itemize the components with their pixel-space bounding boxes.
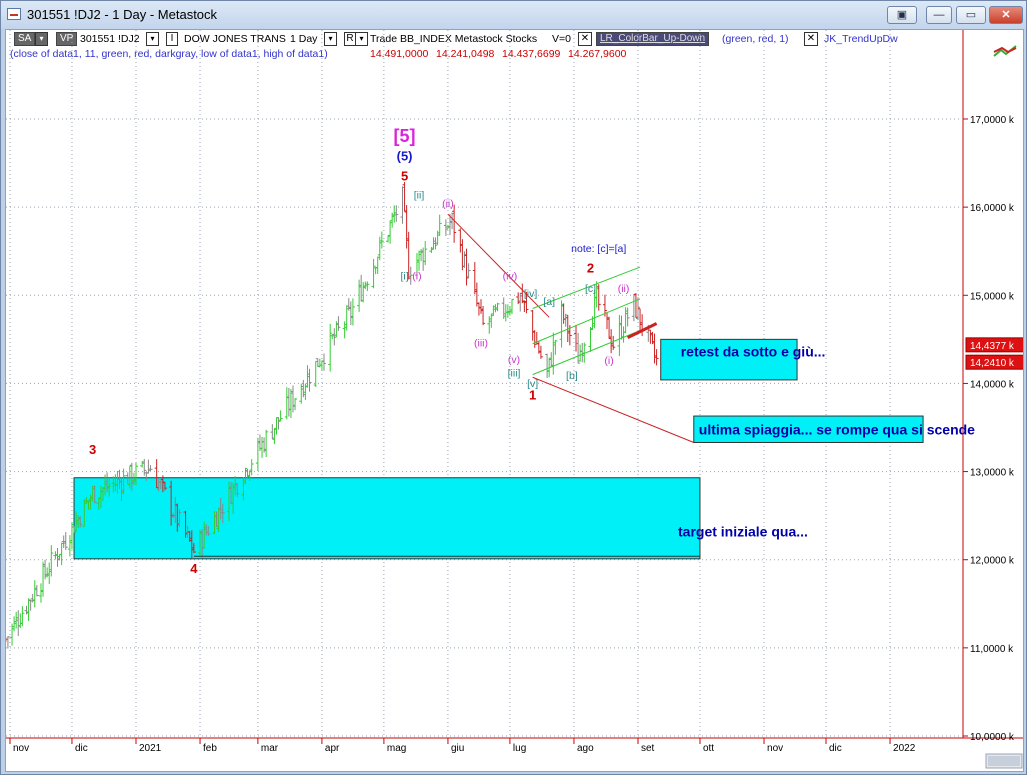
- x-tick-label: 2021: [139, 743, 162, 754]
- spiaggia-box: [693, 415, 924, 443]
- wave-label: [iv]: [524, 288, 538, 300]
- wave-label: [iii]: [508, 367, 521, 379]
- x-tick-label: dic: [829, 743, 842, 754]
- indicator1-toggle[interactable]: ✕: [578, 32, 592, 46]
- wave-label: (i): [604, 355, 613, 367]
- channel-mid: [532, 298, 641, 345]
- wave-label: 2: [587, 260, 594, 275]
- period-label: 1 Day: [290, 33, 318, 45]
- indicator2-name[interactable]: JK_TrendUpDw: [824, 33, 898, 45]
- wave-label: 5: [401, 169, 408, 184]
- wave-label: (ii): [442, 198, 454, 210]
- wave-label: (iv): [503, 270, 518, 282]
- indicator-value-4: 14.267,9600: [568, 48, 627, 60]
- spiaggia-box-label: ultima spiaggia... se rompe qua si scend…: [699, 421, 975, 437]
- wave-label: [a]: [543, 296, 555, 308]
- down-trendline-upper: [447, 213, 550, 318]
- draw-tool-icon[interactable]: [993, 45, 1017, 57]
- sa-dropdown[interactable]: ▾: [35, 32, 48, 46]
- y-tick-label: 17,0000 k: [970, 115, 1015, 126]
- minimize-button[interactable]: —: [926, 6, 952, 24]
- indicator1-params: (green, red, 1): [722, 33, 789, 45]
- scrollbar-thumb[interactable]: [988, 756, 1020, 766]
- x-tick-label: dic: [75, 743, 88, 754]
- x-tick-label: ott: [703, 743, 714, 754]
- y-tick-label: 16,0000 k: [970, 203, 1015, 214]
- wave-label: [i]: [400, 270, 408, 282]
- y-tick-label: 15,0000 k: [970, 291, 1015, 302]
- period-dropdown[interactable]: ▾: [324, 32, 337, 46]
- data-source: Trade BB_INDEX Metastock Stocks: [370, 33, 538, 45]
- wave-label: 3: [89, 442, 96, 457]
- y-tick-label: 13,0000 k: [970, 468, 1015, 479]
- chart-app-icon: [7, 8, 21, 20]
- y-tick-label: 10,0000 k: [970, 732, 1015, 743]
- indicator-value-1: 14.491,0000: [370, 48, 429, 60]
- wave-label: (iii): [474, 337, 488, 349]
- wave-label: [5]: [394, 126, 416, 146]
- wave-label: [v]: [527, 378, 538, 390]
- wave-label: (v): [508, 354, 520, 366]
- wave-label: [c]: [585, 283, 596, 295]
- retest-segment: [627, 322, 658, 339]
- price-tag: [965, 354, 1023, 370]
- close-button[interactable]: ✕: [989, 6, 1023, 24]
- wave-label: [b]: [566, 370, 578, 382]
- x-tick-label: lug: [513, 743, 526, 754]
- y-tick-label: 12,0000 k: [970, 556, 1015, 567]
- maximize-button[interactable]: ▭: [956, 6, 986, 24]
- indicator1-name[interactable]: LR_ColorBar_Up-Down: [596, 32, 710, 46]
- channel-upper: [532, 266, 641, 309]
- r-dropdown[interactable]: ▾: [355, 32, 368, 46]
- target-box: [73, 477, 701, 560]
- y-tick-label: 11,0000 k: [970, 644, 1014, 655]
- symbol-dropdown[interactable]: ▾: [146, 32, 159, 46]
- restore-alt-button[interactable]: ▣: [887, 6, 917, 24]
- x-tick-label: apr: [325, 743, 340, 754]
- retest-box: [660, 338, 798, 381]
- x-tick-label: set: [641, 743, 655, 754]
- window-title: 301551 !DJ2 - 1 Day - Metastock: [27, 7, 218, 22]
- x-tick-label: mag: [387, 743, 406, 754]
- wave-label: (i): [412, 270, 421, 282]
- wave-label: (ii): [618, 283, 630, 295]
- wave-label: [ii]: [414, 189, 425, 201]
- title-bar[interactable]: 301551 !DJ2 - 1 Day - Metastock ▣ — ▭ ✕: [1, 1, 1026, 29]
- x-tick-label: feb: [203, 743, 217, 754]
- x-tick-label: 2022: [893, 743, 916, 754]
- x-tick-label: mar: [261, 743, 279, 754]
- indicator-value-3: 14.437,6699: [502, 48, 561, 60]
- wave-label: 4: [190, 561, 198, 576]
- price-tag-label: 14,2410 k: [970, 358, 1015, 369]
- target-box-label: target iniziale qua...: [678, 524, 808, 540]
- down-trendline-lower: [532, 376, 694, 443]
- i-button[interactable]: I: [166, 32, 178, 46]
- wave-label: (5): [397, 148, 413, 163]
- price-tag: [965, 337, 1023, 353]
- price-chart[interactable]: 10,0000 k 11,0000 k 12,0000 k 13,0000 k 14,0…: [6, 30, 1024, 772]
- y-tick-label: 14,0000 k: [970, 379, 1015, 390]
- retest-box-label: retest da sotto e giù...: [681, 343, 826, 359]
- symbol-label: 301551 !DJ2: [80, 33, 140, 45]
- volume-label: V=0: [552, 33, 571, 45]
- indicator-params-line: (close of data1, 11, green, red, darkgra…: [10, 48, 328, 60]
- x-tick-label: giu: [451, 743, 464, 754]
- price-tag-label: 14,4377 k: [970, 341, 1015, 352]
- sa-button[interactable]: SA: [14, 32, 36, 46]
- x-tick-label: ago: [577, 743, 594, 754]
- channel-lower: [532, 330, 641, 376]
- wave-label: note: [c]=[a]: [571, 243, 626, 255]
- x-tick-label: nov: [13, 743, 29, 754]
- wave-label: 1: [529, 387, 536, 402]
- instrument-name: DOW JONES TRANS: [184, 33, 286, 45]
- indicator2-toggle[interactable]: ✕: [804, 32, 818, 46]
- x-tick-label: nov: [767, 743, 783, 754]
- chart-area[interactable]: SA ▾ VP 301551 !DJ2 ▾ I DOW JONES TRANS …: [5, 29, 1024, 772]
- indicator-value-2: 14.241,0498: [436, 48, 495, 60]
